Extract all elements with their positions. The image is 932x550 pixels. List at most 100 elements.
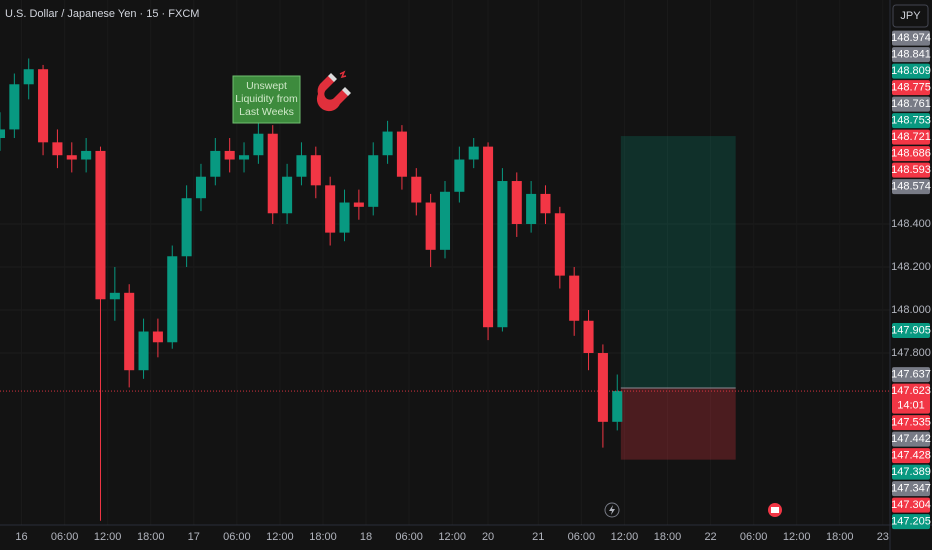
price-badge <box>892 481 930 497</box>
candle-body <box>439 191 451 250</box>
price-badge <box>892 63 930 79</box>
price-badge <box>892 448 930 464</box>
candle-body <box>382 131 393 156</box>
x-tick-label: 12:00 <box>783 531 811 543</box>
x-tick-label: 18:00 <box>654 531 682 543</box>
x-tick-label: 18:00 <box>309 531 337 543</box>
x-tick-label: 06:00 <box>740 531 768 543</box>
candle-body <box>454 159 465 192</box>
candle-body <box>569 275 580 321</box>
x-tick-label: 12:00 <box>438 531 466 543</box>
x-tick-label: 23 <box>877 531 889 543</box>
price-badge <box>892 80 930 96</box>
x-tick-label: 20 <box>482 531 494 543</box>
price-badge <box>892 96 930 112</box>
candle-body <box>425 202 436 250</box>
price-badge-label: 148.841 <box>891 49 931 61</box>
price-badge-label: 147.304 <box>891 499 931 511</box>
candle-body <box>9 84 20 130</box>
price-badge <box>892 162 930 178</box>
price-badge-label: 148.761 <box>891 98 931 110</box>
price-badge <box>892 30 930 46</box>
candle-body <box>267 133 278 214</box>
price-badge-label: 147.442 <box>891 433 931 445</box>
price-badge-label: 147.205 <box>891 515 931 527</box>
candle-body <box>124 292 135 371</box>
candle-body <box>497 181 508 328</box>
event-icon[interactable] <box>768 503 782 517</box>
price-badge-label: 147.905 <box>891 324 931 336</box>
candle-body <box>526 193 537 225</box>
candle-body <box>195 176 206 199</box>
loss-zone <box>620 388 736 460</box>
price-badge <box>892 146 930 162</box>
price-badge <box>892 514 930 530</box>
candle-body <box>66 155 77 160</box>
x-tick-label: 12:00 <box>266 531 294 543</box>
price-badge-label: 147.637 <box>891 368 931 380</box>
candle-body <box>81 150 92 160</box>
x-tick-label: 16 <box>15 531 27 543</box>
price-badge <box>892 367 930 383</box>
candle-body <box>511 181 522 225</box>
candle-body <box>339 202 350 233</box>
axes: 148.400 148.200 148.000 147.800 16 06:00 12:00… <box>15 30 931 543</box>
candle-body <box>95 150 106 300</box>
candle-body <box>138 331 149 371</box>
price-badge-label: 148.686 <box>891 148 931 160</box>
price-badge-label: 148.809 <box>891 65 931 77</box>
countdown-label: 14:01 <box>897 399 925 411</box>
price-badge-label: 148.753 <box>891 115 931 127</box>
price-badge-label: 147.428 <box>891 449 931 461</box>
candle-body <box>310 155 321 186</box>
x-tick-label: 21 <box>532 531 544 543</box>
candle-body <box>224 150 235 160</box>
price-badge <box>892 129 930 145</box>
price-badge-label: 147.347 <box>891 482 931 494</box>
candle-body <box>612 391 623 422</box>
x-tick-label: 18 <box>360 531 372 543</box>
candle-body <box>52 142 63 156</box>
candle-body <box>282 176 293 214</box>
y-tick-label: 148.000 <box>891 304 931 316</box>
candle-body <box>468 146 479 160</box>
candle-body <box>23 69 34 85</box>
x-tick-label: 18:00 <box>137 531 165 543</box>
price-badge-label: 148.721 <box>891 131 931 143</box>
annotation-box[interactable] <box>232 75 301 124</box>
price-badge <box>892 415 930 431</box>
x-tick-label: 12:00 <box>611 531 639 543</box>
candle-body <box>152 331 163 343</box>
candle-body <box>368 155 379 207</box>
candle-body <box>353 202 364 207</box>
price-badge <box>892 113 930 129</box>
currency-label[interactable]: JPY <box>900 10 921 22</box>
x-tick-label: 06:00 <box>223 531 251 543</box>
price-badge <box>892 47 930 63</box>
candle-body <box>296 155 307 177</box>
candle-body <box>325 185 336 233</box>
price-badge-label: 147.389 <box>891 466 931 478</box>
price-badge <box>892 322 930 338</box>
candle-body <box>483 146 494 328</box>
price-badge-label: 148.593 <box>891 164 931 176</box>
price-badge-label: 148.974 <box>891 32 931 44</box>
candle-body <box>167 256 178 343</box>
annotation-line: Last Weeks <box>239 106 294 118</box>
chart-title: U.S. Dollar / Japanese Yen · 15 · FXCM <box>5 8 199 20</box>
y-tick-label: 148.200 <box>891 261 931 273</box>
x-tick-label: 18:00 <box>826 531 854 543</box>
event-icon[interactable] <box>604 502 620 518</box>
candle-body <box>109 292 120 300</box>
candle-body <box>253 133 264 156</box>
price-badge-label: 147.535 <box>891 416 931 428</box>
candle-body <box>396 131 407 177</box>
currency-box[interactable] <box>892 4 929 28</box>
x-tick-label: 06:00 <box>395 531 423 543</box>
candle-body <box>597 353 608 422</box>
candle-body <box>554 213 565 276</box>
price-badge <box>892 179 930 195</box>
x-tick-label: 22 <box>704 531 716 543</box>
